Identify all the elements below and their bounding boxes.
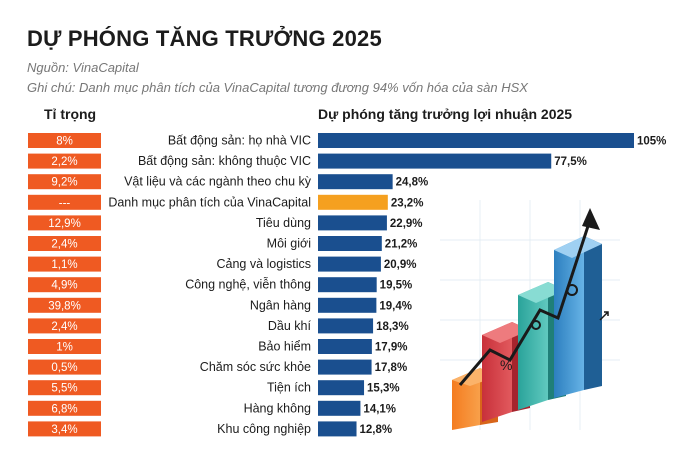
data-label: 21,2% xyxy=(385,239,418,251)
data-label: 23,2% xyxy=(391,197,424,209)
bar xyxy=(318,400,361,416)
weight-cell xyxy=(28,297,101,313)
category-label: Môi giới xyxy=(267,237,311,251)
weight-label: 3,4% xyxy=(51,424,77,436)
category-label: Dầu khí xyxy=(268,319,312,333)
weight-label: 2,4% xyxy=(51,321,77,333)
data-label: 15,3% xyxy=(367,383,400,395)
bar xyxy=(318,236,382,251)
weight-cell xyxy=(28,215,101,231)
category-label: Tiện ích xyxy=(267,381,311,395)
data-label: 77,5% xyxy=(554,156,587,168)
weight-label: 12,9% xyxy=(48,218,81,230)
data-label: 20,9% xyxy=(384,259,417,271)
bar xyxy=(318,153,552,169)
bar xyxy=(318,297,377,313)
weight-label: 6,8% xyxy=(51,403,77,415)
weight-header: Tỉ trọng xyxy=(44,106,97,122)
data-label: 105% xyxy=(637,136,666,148)
weight-cell xyxy=(28,277,101,293)
category-label: Hàng không xyxy=(244,401,311,415)
category-label: Danh mục phân tích của VinaCapital xyxy=(108,195,311,209)
category-label: Bất động sản: không thuộc VIC xyxy=(138,154,311,168)
bar xyxy=(318,277,377,293)
weight-cell xyxy=(28,421,101,437)
category-label: Công nghệ, viễn thông xyxy=(185,277,311,292)
weight-cell xyxy=(28,380,101,396)
weight-label: 39,8% xyxy=(48,300,81,312)
svg-text:%: % xyxy=(500,357,512,373)
weight-cell xyxy=(28,194,101,210)
bar xyxy=(318,380,365,396)
category-label: Khu công nghiệp xyxy=(217,422,311,436)
weight-cell xyxy=(28,359,101,375)
weight-label: 1,1% xyxy=(51,259,77,271)
category-label: Ngân hàng xyxy=(250,298,311,312)
bar xyxy=(318,215,387,231)
data-label: 22,9% xyxy=(390,218,423,230)
category-label: Chăm sóc sức khỏe xyxy=(200,360,311,374)
weight-cell xyxy=(28,153,101,169)
data-label: 17,9% xyxy=(375,342,408,354)
bar xyxy=(318,339,372,354)
weight-cell xyxy=(28,236,101,251)
weight-cell xyxy=(28,339,101,354)
weight-label: 2,4% xyxy=(51,239,77,251)
bar xyxy=(318,256,381,272)
category-label: Tiêu dùng xyxy=(256,216,311,230)
weight-cell xyxy=(28,400,101,416)
data-label: 18,3% xyxy=(376,321,409,333)
growth-bars-illustration: % xyxy=(440,200,620,430)
data-label: 17,8% xyxy=(375,362,408,374)
category-label: Vật liệu và các ngành theo chu kỳ xyxy=(124,175,312,189)
weight-cell xyxy=(28,256,101,272)
footnote: Ghi chú: Danh mục phân tích của VinaCapi… xyxy=(27,80,528,95)
bar xyxy=(318,174,393,190)
weight-label: 1% xyxy=(56,342,73,354)
weight-cell xyxy=(28,318,101,334)
bar-chart-title: Dự phóng tăng trưởng lợi nhuận 2025 xyxy=(318,106,573,122)
data-label: 19,5% xyxy=(380,280,413,292)
data-label: 14,1% xyxy=(363,403,396,415)
bar xyxy=(318,318,374,334)
weight-label: 4,9% xyxy=(51,280,77,292)
weight-cell xyxy=(28,133,101,148)
bar xyxy=(318,133,634,148)
bar xyxy=(318,194,388,210)
data-label: 24,8% xyxy=(396,177,429,189)
data-label: 19,4% xyxy=(379,300,412,312)
bar xyxy=(318,359,372,375)
category-label: Bất động sản: họ nhà VIC xyxy=(168,134,311,148)
weight-label: --- xyxy=(59,197,71,209)
source-note: Nguồn: VinaCapital xyxy=(27,60,139,75)
weight-label: 9,2% xyxy=(51,177,77,189)
chart-title: DỰ PHÓNG TĂNG TRƯỞNG 2025 xyxy=(27,26,382,51)
weight-label: 0,5% xyxy=(51,362,77,374)
weight-label: 5,5% xyxy=(51,383,77,395)
data-label: 12,8% xyxy=(360,424,393,436)
weight-label: 8% xyxy=(56,136,73,148)
category-label: Bảo hiểm xyxy=(258,340,311,354)
weight-label: 2,2% xyxy=(51,156,77,168)
category-label: Cảng và logistics xyxy=(217,257,312,271)
bar xyxy=(318,421,357,437)
weight-cell xyxy=(28,174,101,190)
